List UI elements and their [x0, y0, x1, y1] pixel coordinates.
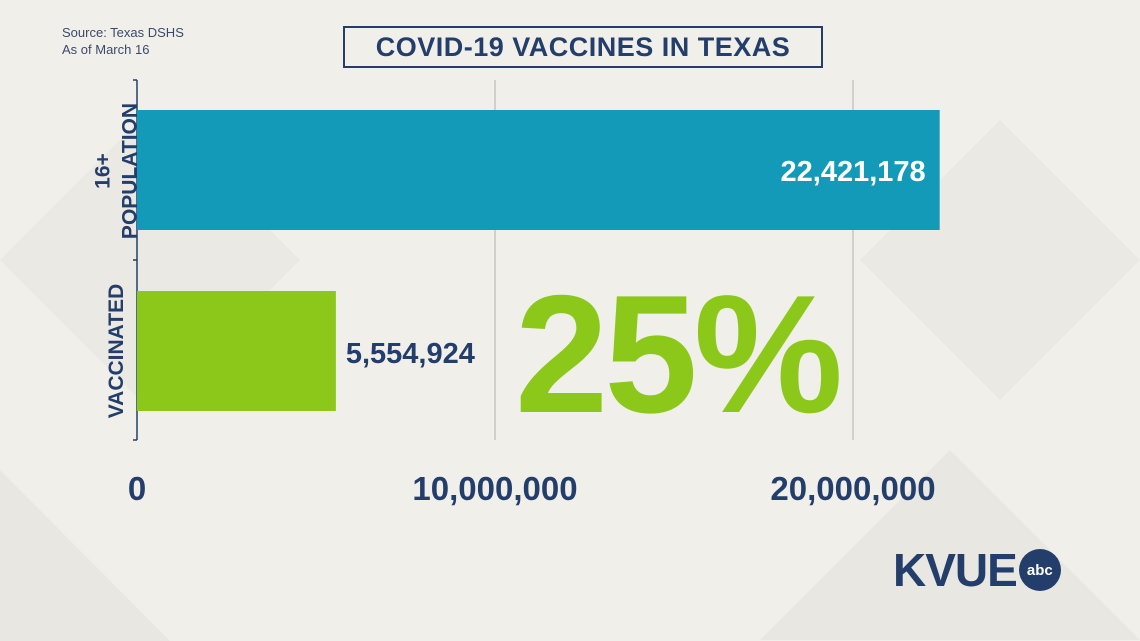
population-bar [137, 110, 940, 230]
date-line: As of March 16 [62, 42, 150, 57]
source-note: Source: Texas DSHS As of March 16 [62, 24, 184, 58]
logo-text: KVUE [893, 544, 1018, 596]
category-label-line: POPULATION [119, 103, 142, 239]
percentage-annotation: 25% [515, 260, 839, 448]
source-line: Source: Texas DSHS [62, 25, 184, 40]
vaccinated-bar [137, 291, 336, 411]
category-label-line: VACCINATED [105, 284, 128, 419]
category-label-line: 16+ [92, 153, 115, 189]
abc-badge: abc [1018, 549, 1061, 591]
category-label: VACCINATED [105, 284, 128, 419]
category-label: 16+ POPULATION [92, 103, 142, 239]
chart-title: COVID-19 VACCINES IN TEXAS [343, 26, 823, 68]
x-tick-label: 0 [128, 470, 146, 507]
vaccinated-value-label: 5,554,924 [346, 338, 475, 370]
population-value-label: 22,421,178 [781, 156, 926, 188]
x-tick-label: 20,000,000 [770, 470, 935, 507]
x-tick-label: 10,000,000 [412, 470, 577, 507]
kvue-abc-logo: KVUE abc [893, 543, 1061, 597]
